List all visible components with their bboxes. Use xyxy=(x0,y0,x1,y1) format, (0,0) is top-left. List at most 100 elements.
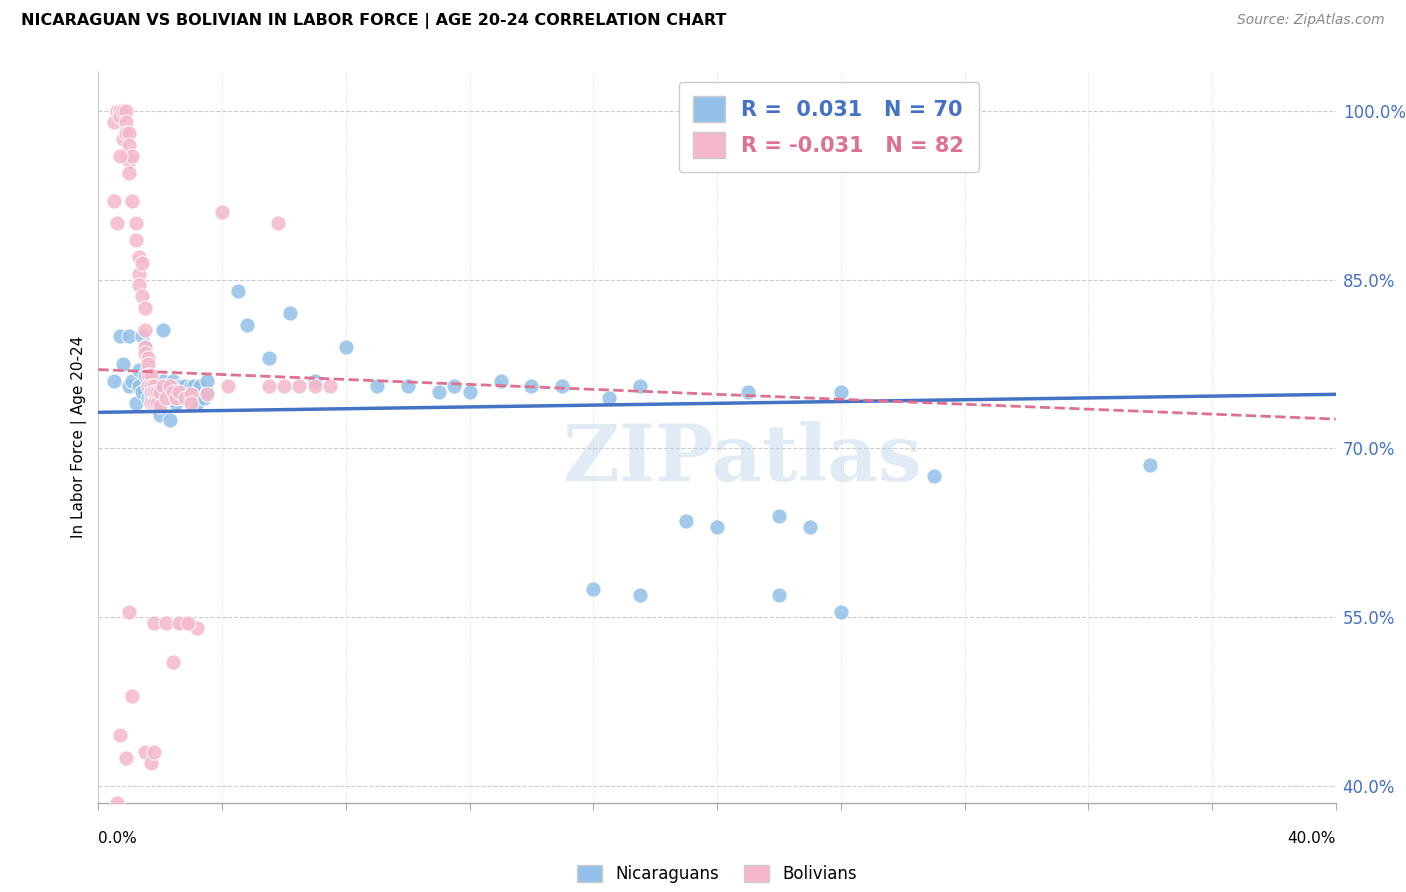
Point xyxy=(136,391,159,405)
Point xyxy=(177,615,200,630)
Point xyxy=(335,340,357,354)
Point xyxy=(118,126,141,140)
Point xyxy=(427,385,450,400)
Text: Source: ZipAtlas.com: Source: ZipAtlas.com xyxy=(1237,13,1385,28)
Point xyxy=(112,132,135,146)
Point xyxy=(195,387,218,401)
Point xyxy=(628,588,651,602)
Point xyxy=(143,379,166,393)
Point xyxy=(159,413,181,427)
Point xyxy=(319,379,342,393)
Point xyxy=(162,385,184,400)
Point xyxy=(551,379,574,393)
Point xyxy=(174,391,197,405)
Point xyxy=(139,391,162,405)
Point xyxy=(108,103,131,118)
Point xyxy=(226,284,249,298)
Point xyxy=(108,103,131,118)
Point xyxy=(174,615,197,630)
Point xyxy=(217,379,239,393)
Point xyxy=(170,615,193,630)
Point xyxy=(136,357,159,371)
Point xyxy=(180,396,202,410)
Point xyxy=(105,796,128,810)
Point xyxy=(167,615,190,630)
Point xyxy=(105,216,128,230)
Point xyxy=(134,745,156,759)
Point xyxy=(136,351,159,366)
Point xyxy=(598,391,620,405)
Point xyxy=(136,368,159,383)
Point xyxy=(103,194,125,208)
Point xyxy=(186,621,208,635)
Point xyxy=(108,328,131,343)
Point xyxy=(195,385,218,400)
Point xyxy=(124,216,146,230)
Point xyxy=(628,379,651,393)
Point xyxy=(118,379,141,393)
Point xyxy=(131,328,153,343)
Point xyxy=(190,379,212,393)
Point xyxy=(118,166,141,180)
Point xyxy=(174,379,197,393)
Point xyxy=(152,323,174,337)
Point xyxy=(108,109,131,123)
Point xyxy=(922,469,945,483)
Point xyxy=(121,689,143,703)
Point xyxy=(165,391,187,405)
Point xyxy=(139,385,162,400)
Point xyxy=(167,379,190,393)
Point xyxy=(143,379,166,393)
Point xyxy=(278,306,301,320)
Point xyxy=(675,515,697,529)
Point xyxy=(737,385,759,400)
Point xyxy=(257,379,280,393)
Point xyxy=(149,399,172,413)
Point xyxy=(167,385,190,400)
Point xyxy=(149,408,172,422)
Point xyxy=(134,301,156,315)
Point xyxy=(162,655,184,669)
Point xyxy=(236,318,259,332)
Point xyxy=(134,340,156,354)
Point xyxy=(131,385,153,400)
Point xyxy=(582,582,605,596)
Point xyxy=(1139,458,1161,473)
Point xyxy=(267,216,290,230)
Point xyxy=(165,396,187,410)
Point xyxy=(115,126,138,140)
Point xyxy=(146,396,169,410)
Point xyxy=(304,379,326,393)
Point xyxy=(155,379,177,393)
Point xyxy=(768,588,790,602)
Point xyxy=(830,385,852,400)
Point xyxy=(131,255,153,269)
Point xyxy=(128,278,150,293)
Point xyxy=(143,615,166,630)
Point xyxy=(118,137,141,152)
Point xyxy=(159,391,181,405)
Point xyxy=(136,379,159,393)
Point xyxy=(115,115,138,129)
Point xyxy=(134,340,156,354)
Text: ZIPatlas: ZIPatlas xyxy=(562,421,921,497)
Point xyxy=(118,328,141,343)
Point xyxy=(118,154,141,169)
Point xyxy=(143,396,166,410)
Point xyxy=(115,751,138,765)
Point xyxy=(115,149,138,163)
Point xyxy=(152,374,174,388)
Point xyxy=(489,374,512,388)
Y-axis label: In Labor Force | Age 20-24: In Labor Force | Age 20-24 xyxy=(72,336,87,538)
Point xyxy=(128,250,150,264)
Legend: Nicaraguans, Bolivians: Nicaraguans, Bolivians xyxy=(571,858,863,889)
Point xyxy=(149,385,172,400)
Point xyxy=(115,103,138,118)
Point xyxy=(458,385,481,400)
Point xyxy=(180,379,202,393)
Point xyxy=(155,391,177,405)
Point xyxy=(128,379,150,393)
Text: 40.0%: 40.0% xyxy=(1288,831,1336,846)
Point xyxy=(830,605,852,619)
Point xyxy=(105,103,128,118)
